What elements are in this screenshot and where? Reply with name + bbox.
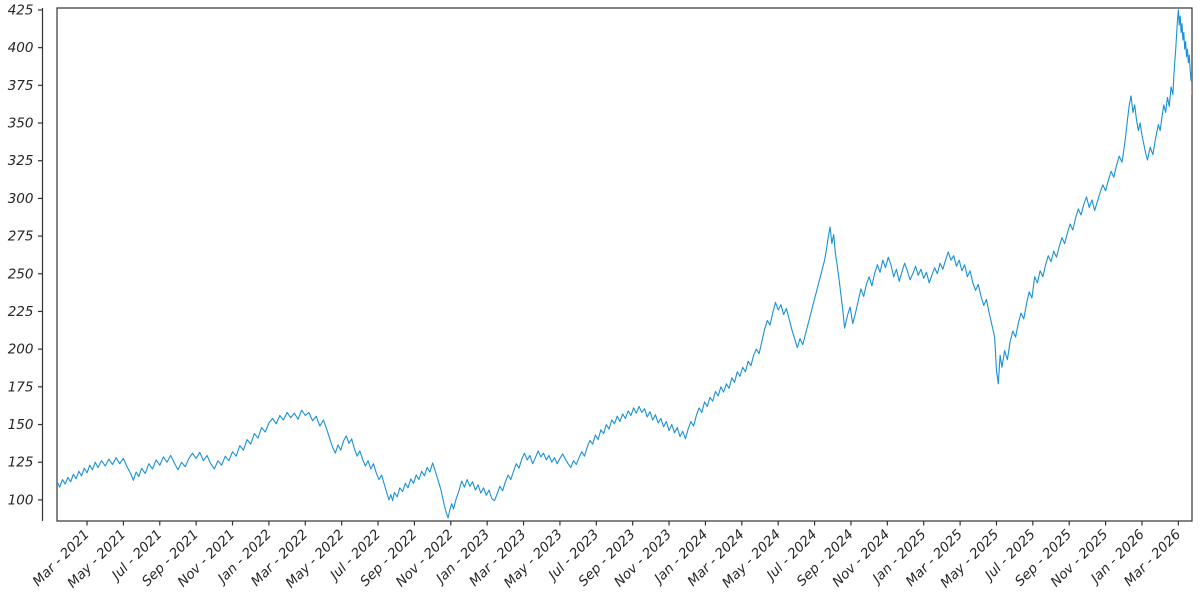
plot-border bbox=[56, 7, 1193, 522]
y-tick-label: 200 bbox=[8, 342, 34, 358]
y-tick-label: 150 bbox=[8, 417, 34, 433]
y-tick-label: 250 bbox=[8, 266, 34, 282]
y-tick-label: 425 bbox=[8, 2, 34, 18]
y-tick-label: 325 bbox=[8, 153, 34, 169]
y-tick-label: 300 bbox=[8, 191, 34, 207]
y-tick-label: 350 bbox=[8, 116, 34, 132]
y-tick-label: 275 bbox=[8, 229, 34, 245]
y-tick-label: 100 bbox=[8, 492, 34, 508]
y-tick-label: 125 bbox=[8, 455, 34, 471]
y-tick-label: 225 bbox=[8, 304, 34, 320]
y-tick-label: 175 bbox=[8, 379, 34, 395]
price-line bbox=[57, 9, 1192, 519]
y-tick-label: 375 bbox=[8, 78, 34, 94]
y-axis: 100 125 150 175 200 225 250 275 300 325 350 375 400 4… bbox=[8, 2, 44, 521]
y-tick-label: 400 bbox=[8, 40, 34, 56]
